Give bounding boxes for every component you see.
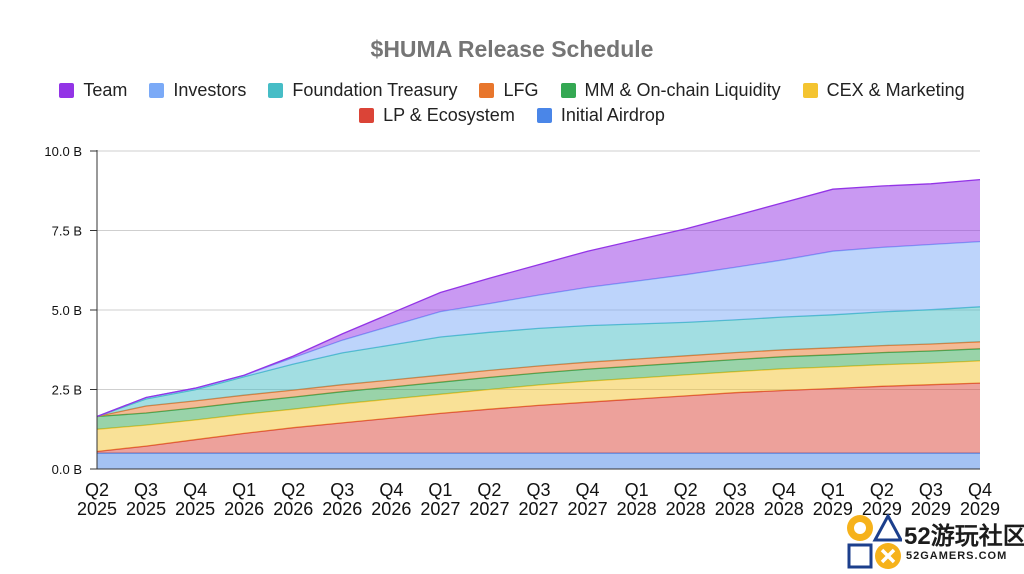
y-tick-label-0: 0.0 B [52, 462, 82, 477]
x-tick-year-11: 2028 [617, 499, 657, 519]
legend-item-investors[interactable]: Investors [149, 80, 246, 101]
x-tick-year-18: 2029 [960, 499, 1000, 519]
x-tick-year-10: 2027 [568, 499, 608, 519]
area-investors [97, 241, 980, 417]
y-tick-label-1: 2.5 B [52, 383, 82, 398]
x-tick-quarter-10: Q4 [576, 480, 600, 500]
x-tick-quarter-2: Q4 [183, 480, 207, 500]
legend-item-lp-ecosystem[interactable]: LP & Ecosystem [359, 105, 515, 126]
legend-item-mm-liquidity[interactable]: MM & On-chain Liquidity [560, 80, 781, 101]
x-tick-year-8: 2027 [469, 499, 509, 519]
legend-label-initial-airdrop: Initial Airdrop [560, 105, 665, 125]
x-tick-year-5: 2026 [322, 499, 362, 519]
legend-item-cex-marketing[interactable]: CEX & Marketing [802, 80, 965, 101]
x-tick-quarter-11: Q1 [625, 480, 649, 500]
legend-label-investors: Investors [173, 80, 247, 100]
area-mm-on-chain-liquidity [97, 348, 980, 430]
x-tick-year-1: 2025 [126, 499, 166, 519]
watermark-subtext: 52GAMERS.COM [906, 550, 1008, 562]
x-tick-quarter-13: Q3 [723, 480, 747, 500]
x-tick-year-4: 2026 [273, 499, 313, 519]
legend-swatch-team [59, 83, 75, 98]
x-tick-quarter-16: Q2 [870, 480, 894, 500]
watermark-text: 52游玩社区 [904, 523, 1024, 550]
watermark-logo-icon [847, 514, 902, 569]
legend-swatch-initial-airdrop [536, 108, 552, 123]
area-initial-airdrop [97, 453, 980, 469]
legend-label-lp-ecosystem: LP & Ecosystem [383, 105, 515, 125]
x-tick-quarter-18: Q4 [968, 480, 992, 500]
y-tick-label-4: 10.0 B [44, 144, 82, 159]
x-tick-year-9: 2027 [518, 499, 558, 519]
area-lfg [97, 341, 980, 417]
x-tick-quarter-14: Q4 [772, 480, 796, 500]
x-tick-quarter-17: Q3 [919, 480, 943, 500]
x-tick-quarter-0: Q2 [85, 480, 109, 500]
area-lp-ecosystem [97, 383, 980, 454]
legend-item-foundation-treasury[interactable]: Foundation Treasury [268, 80, 457, 101]
x-tick-year-14: 2028 [764, 499, 804, 519]
x-tick-quarter-9: Q3 [526, 480, 550, 500]
legend-swatch-lp-ecosystem [359, 108, 375, 123]
legend-swatch-mm-liquidity [560, 83, 576, 98]
x-tick-year-7: 2027 [420, 499, 460, 519]
x-tick-quarter-1: Q3 [134, 480, 158, 500]
x-tick-year-6: 2026 [371, 499, 411, 519]
x-tick-quarter-7: Q1 [428, 480, 452, 500]
line-team [96, 178, 981, 418]
legend-swatch-foundation-treasury [268, 83, 284, 98]
legend-row-1: Team Investors Foundation Treasury LFG M… [0, 80, 1024, 101]
watermark: 52游玩社区 52GAMERS.COM [844, 514, 1024, 570]
x-tick-quarter-8: Q2 [477, 480, 501, 500]
area-cex-marketing [97, 360, 980, 452]
area-foundation-treasury [97, 306, 980, 417]
area-team [97, 179, 980, 417]
legend-item-team[interactable]: Team [59, 80, 127, 101]
x-tick-quarter-3: Q1 [232, 480, 256, 500]
x-tick-quarter-5: Q3 [330, 480, 354, 500]
x-tick-year-15: 2029 [813, 499, 853, 519]
x-tick-year-0: 2025 [77, 499, 117, 519]
legend-label-team: Team [83, 80, 128, 100]
x-tick-quarter-15: Q1 [821, 480, 845, 500]
legend-label-lfg: LFG [503, 80, 539, 100]
axes: 0.0 B2.5 B5.0 B7.5 B10.0 BQ22025Q32025Q4… [44, 144, 1000, 519]
legend-label-foundation-treasury: Foundation Treasury [292, 80, 458, 100]
x-tick-quarter-12: Q2 [674, 480, 698, 500]
x-tick-year-3: 2026 [224, 499, 264, 519]
stacked-areas [96, 178, 981, 469]
x-tick-year-16: 2029 [862, 499, 902, 519]
x-tick-year-2: 2025 [175, 499, 215, 519]
x-tick-quarter-4: Q2 [281, 480, 305, 500]
legend-item-initial-airdrop[interactable]: Initial Airdrop [536, 105, 665, 126]
legend-row-2: LP & Ecosystem Initial Airdrop [0, 105, 1024, 126]
legend-item-lfg[interactable]: LFG [479, 80, 539, 101]
y-tick-label-3: 7.5 B [52, 224, 82, 239]
y-tick-label-2: 5.0 B [52, 303, 82, 318]
legend-swatch-cex-marketing [802, 83, 818, 98]
x-tick-year-17: 2029 [911, 499, 951, 519]
x-tick-year-12: 2028 [666, 499, 706, 519]
x-tick-quarter-6: Q4 [379, 480, 403, 500]
chart-title: $HUMA Release Schedule [370, 36, 654, 62]
legend-swatch-lfg [479, 83, 495, 98]
legend-label-mm-liquidity: MM & On-chain Liquidity [584, 80, 781, 100]
x-tick-year-13: 2028 [715, 499, 755, 519]
legend-swatch-investors [149, 83, 165, 98]
legend-label-cex-marketing: CEX & Marketing [826, 80, 965, 100]
